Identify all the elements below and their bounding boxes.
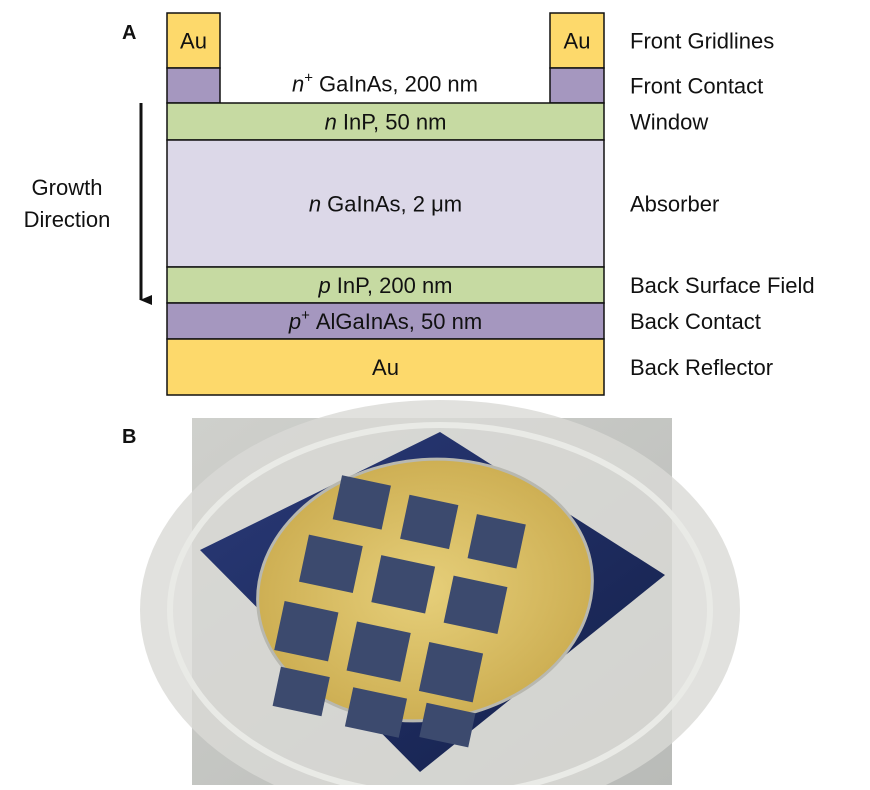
layer-label: Au [372,355,399,380]
doping: n [292,72,304,97]
layer-label: n+ GaInAs, 200 nm [292,70,478,97]
panel-label: A [122,22,136,44]
material: GaInAs, 2 μm [327,192,462,217]
layer-name: Back Surface Field [630,273,815,298]
page: A B AuAuFront Gridlinesn+GaInAs, 200 nmF… [0,0,870,790]
doping: p [317,273,330,298]
layer-label: Au [564,29,591,54]
layer-name: Back Contact [630,309,761,334]
layer-name: Back Reflector [630,355,773,380]
layer-label: p InP, 200 nm [317,273,452,298]
layer-name: Front Contact [630,74,763,99]
layer-name: Absorber [630,192,719,217]
doping: n [325,110,337,135]
material: Au [372,355,399,380]
material: Au [564,29,591,54]
layer-name: Front Gridlines [630,29,774,54]
material: Au [180,29,207,54]
growth-label: Growth [32,175,103,200]
layer [167,68,220,103]
growth-label: Direction [24,207,111,232]
figure: A B AuAuFront Gridlinesn+GaInAs, 200 nmF… [0,0,870,785]
panel-label: B [122,426,136,448]
superscript: + [301,307,310,324]
layer [550,68,604,103]
layer-name: Window [630,110,708,135]
doping: n [309,192,321,217]
layer-label: p+ AlGaInAs, 50 nm [288,307,482,334]
material: AlGaInAs, 50 nm [316,309,482,334]
device-photo [140,400,740,785]
doping: p [288,309,301,334]
material: InP, 50 nm [343,110,447,135]
layer-label: Au [180,29,207,54]
material: GaInAs, 200 nm [319,72,478,97]
superscript: + [304,70,313,87]
material: InP, 200 nm [337,273,453,298]
